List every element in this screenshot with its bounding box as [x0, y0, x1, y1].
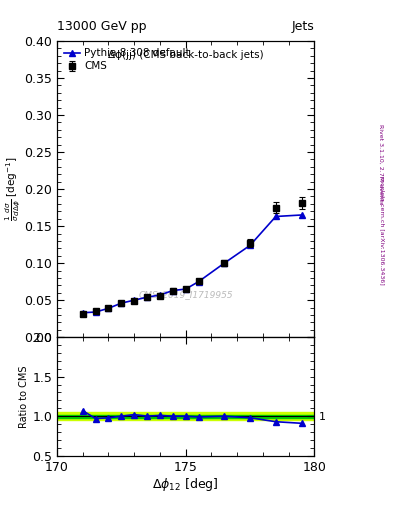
Pythia 8.308 default [158, 292, 162, 298]
Text: Rivet 3.1.10, 2.7M events: Rivet 3.1.10, 2.7M events [379, 124, 384, 204]
Pythia 8.308 default [171, 287, 175, 293]
Pythia 8.308 default [132, 297, 136, 303]
X-axis label: $\Delta\phi_{12}$ [deg]: $\Delta\phi_{12}$ [deg] [152, 476, 219, 494]
Text: Δϕ(jj) (CMS back-to-back jets): Δϕ(jj) (CMS back-to-back jets) [108, 50, 263, 60]
Pythia 8.308 default [119, 300, 124, 306]
Pythia 8.308 default [299, 212, 304, 218]
Pythia 8.308 default [106, 305, 111, 311]
Text: CMS_2019_I1719955: CMS_2019_I1719955 [138, 290, 233, 298]
Y-axis label: Ratio to CMS: Ratio to CMS [19, 365, 29, 428]
Pythia 8.308 default [196, 279, 201, 285]
Pythia 8.308 default [184, 286, 188, 292]
Legend: Pythia 8.308 default, CMS: Pythia 8.308 default, CMS [62, 46, 192, 73]
Text: mcplots.cern.ch [arXiv:1306.3436]: mcplots.cern.ch [arXiv:1306.3436] [379, 176, 384, 285]
Pythia 8.308 default [80, 310, 85, 316]
Pythia 8.308 default [145, 294, 149, 300]
Pythia 8.308 default [93, 309, 98, 315]
Pythia 8.308 default [274, 214, 278, 220]
Pythia 8.308 default [222, 260, 227, 266]
Y-axis label: $\frac{1}{\sigma}\frac{d\sigma}{d\Delta\phi}$ [deg$^{-1}$]: $\frac{1}{\sigma}\frac{d\sigma}{d\Delta\… [4, 157, 23, 222]
Text: Jets: Jets [292, 20, 314, 33]
Pythia 8.308 default [248, 242, 252, 248]
Text: 13000 GeV pp: 13000 GeV pp [57, 20, 147, 33]
Line: Pythia 8.308 default: Pythia 8.308 default [80, 212, 305, 316]
